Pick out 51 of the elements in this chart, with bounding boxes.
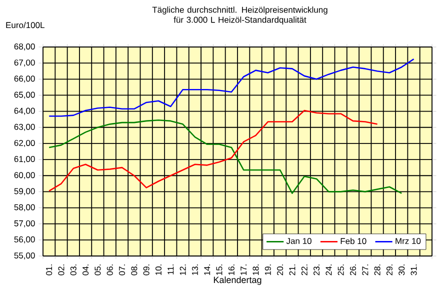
x-tick-label: 19. — [264, 264, 271, 275]
y-axis-title: Euro/100L — [6, 22, 44, 28]
x-tick-label: 12. — [180, 264, 186, 275]
x-tick-label: 07. — [119, 264, 126, 276]
x-axis-title: Kalendertag — [214, 276, 262, 285]
chart-title: Tägliche durchschnittl. Heizölpreisentwicklung für 3.000 L Heizöl-Standardqualität — [152, 6, 328, 24]
y-tick-label: 57,00 — [14, 220, 35, 228]
x-tick-label: 30. — [398, 264, 405, 276]
x-tick-label: 04. — [82, 264, 89, 276]
x-tick-label: 11. — [168, 264, 174, 274]
y-tick-label: 63,00 — [14, 124, 35, 131]
x-tick-label: 05. — [94, 264, 101, 276]
legend-label: Feb 10 — [340, 238, 366, 244]
x-tick-label: 15. — [216, 264, 222, 275]
x-tick-label: 17. — [240, 264, 247, 275]
x-tick-label: 09. — [143, 264, 150, 276]
x-tick-label: 06. — [106, 264, 113, 276]
x-tick-label: 18. — [252, 264, 259, 275]
y-tick-label: 64,00 — [14, 108, 35, 115]
legend-label: Jan 10 — [286, 238, 312, 244]
y-tick-label: 60,00 — [14, 172, 35, 180]
y-tick-label: 61,00 — [14, 156, 35, 164]
x-tick-label: 21. — [289, 264, 296, 276]
x-tick-label: 10. — [155, 264, 162, 275]
y-tick-label: 58,00 — [14, 204, 35, 212]
x-tick-label: 16. — [228, 264, 234, 275]
x-tick-label: 01. — [46, 264, 52, 276]
y-tick-label: 66,00 — [14, 76, 35, 83]
x-tick-label: 31. — [410, 264, 417, 276]
x-tick-label: 14. — [204, 264, 210, 275]
x-tick-label: 24. — [326, 264, 332, 276]
y-tick-label: 56,00 — [14, 236, 35, 244]
y-tick-label: 62,00 — [14, 140, 35, 147]
x-tick-label: 28. — [374, 264, 380, 276]
x-tick-label: 02. — [58, 264, 64, 276]
x-tick-label: 29. — [386, 264, 392, 276]
legend-label: Mrz 10 — [396, 238, 421, 244]
y-tick-label: 67,00 — [14, 60, 35, 67]
y-tick-label: 55,00 — [14, 252, 35, 260]
y-tick-label: 59,00 — [14, 188, 35, 196]
x-tick-label: 26. — [350, 264, 356, 276]
x-tick-label: 03. — [70, 264, 76, 276]
y-tick-label: 65,00 — [14, 92, 35, 99]
x-tick-label: 13. — [192, 264, 198, 275]
y-tick-label: 68,00 — [14, 43, 35, 51]
x-tick-label: 23. — [314, 264, 320, 276]
x-tick-label: 27. — [362, 264, 368, 276]
x-tick-label: 08. — [131, 264, 138, 276]
x-tick-label: 22. — [301, 264, 308, 276]
x-tick-label: 25. — [338, 264, 344, 276]
x-tick-label: 20. — [277, 264, 284, 276]
